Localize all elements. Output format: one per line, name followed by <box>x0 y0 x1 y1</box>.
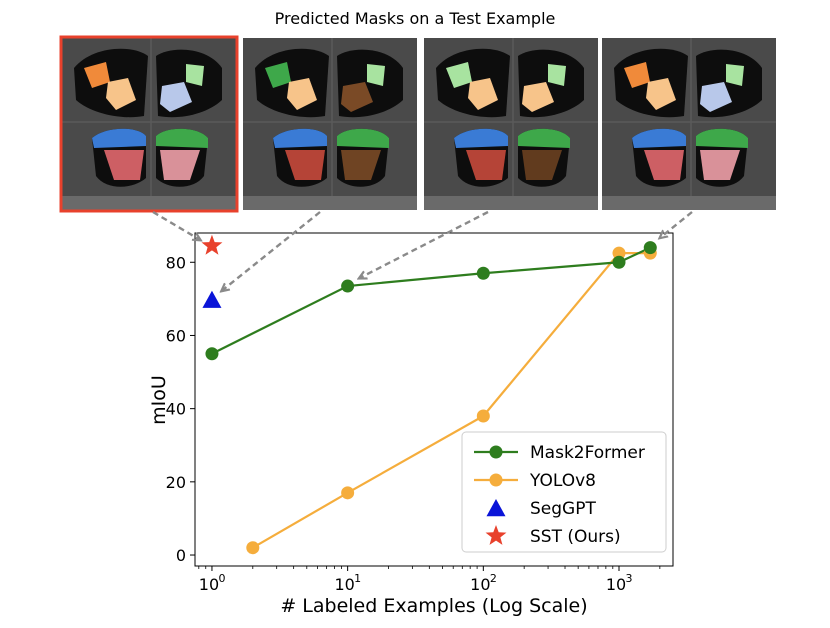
forewing-right-patch <box>186 64 204 86</box>
x-tick-exponent: 2 <box>490 572 497 585</box>
annotation-arrow <box>360 210 489 278</box>
point-yolov8 <box>612 246 626 260</box>
forewing-left-patch <box>106 78 136 110</box>
forewing-right-patch <box>700 82 732 112</box>
hindwing-left-rays <box>104 150 144 180</box>
forewing-left-patch <box>446 62 472 88</box>
panel-wing-set <box>62 38 236 210</box>
point-seggpt <box>202 290 222 308</box>
hindwing-left-rays <box>466 150 506 180</box>
hindwing-right-rays <box>522 150 562 180</box>
x-tick-label: 10 <box>199 575 219 594</box>
legend-marker-seggpt <box>486 499 506 517</box>
forewing-right-patch <box>160 82 192 112</box>
mask-panel-4 <box>602 38 776 210</box>
y-tick-label: 20 <box>166 473 186 492</box>
mask-panels <box>59 35 776 213</box>
hindwing-right-band <box>337 128 389 148</box>
panel-wing-set <box>602 38 776 210</box>
y-axis-label: mIoU <box>148 375 170 425</box>
legend: Mask2Former YOLOv8 SegGPT SST (Ours) <box>461 431 667 553</box>
legend-label-sst-ours: SST (Ours) <box>530 527 621 547</box>
figure-title: Predicted Masks on a Test Example <box>274 9 556 28</box>
mask-panel-2 <box>243 38 417 210</box>
legend-label-mask2former: Mask2Former <box>530 443 645 463</box>
legend-marker-yolov8 <box>489 473 503 487</box>
point-mask2former <box>205 347 219 361</box>
forewing-left-patch <box>265 62 291 88</box>
forewing-right-patch <box>367 64 385 86</box>
legend-label-seggpt: SegGPT <box>530 499 596 519</box>
annotation-arrow <box>660 211 693 238</box>
point-mask2former <box>341 279 355 293</box>
point-yolov8 <box>246 541 260 555</box>
forewing-right-patch <box>522 82 554 112</box>
x-tick-exponent: 3 <box>626 572 633 585</box>
point-mask2former <box>476 266 490 280</box>
hindwing-right-band <box>156 128 208 148</box>
panel-ruler <box>62 196 236 210</box>
annotation-arrow <box>152 210 200 240</box>
y-tick-label: 80 <box>166 253 186 272</box>
hindwing-left-rays <box>644 150 684 180</box>
x-tick-label: 10 <box>470 575 490 594</box>
forewing-right-patch <box>726 64 744 86</box>
panel-ruler <box>424 196 598 210</box>
panel-wing-set <box>424 38 598 210</box>
point-yolov8 <box>476 409 490 423</box>
forewing-left-patch <box>646 78 676 110</box>
forewing-right-patch <box>548 64 566 86</box>
forewing-left-patch <box>287 78 317 110</box>
x-axis-label: # Labeled Examples (Log Scale) <box>280 595 587 617</box>
annotation-arrow <box>222 211 321 291</box>
hindwing-left-rays <box>285 150 325 180</box>
forewing-left-patch <box>624 62 650 88</box>
legend-marker-mask2former <box>489 445 503 459</box>
forewing-left-patch <box>84 62 110 88</box>
hindwing-right-rays <box>160 150 200 180</box>
panel-ruler <box>602 196 776 210</box>
point-mask2former <box>612 255 626 269</box>
x-tick-label: 10 <box>606 575 626 594</box>
point-yolov8 <box>341 486 355 500</box>
y-tick-label: 0 <box>176 546 186 565</box>
x-tick-exponent: 0 <box>218 572 225 585</box>
x-tick-label: 10 <box>334 575 354 594</box>
hindwing-left-band <box>273 128 327 148</box>
hindwing-left-band <box>632 128 686 148</box>
hindwing-right-rays <box>700 150 740 180</box>
mask-panel-3 <box>424 38 598 210</box>
highlight-frame <box>59 35 239 213</box>
legend-box <box>461 431 667 553</box>
panel-ruler <box>243 196 417 210</box>
hindwing-right-band <box>696 128 748 148</box>
legend-marker-sst-ours <box>485 525 507 545</box>
hindwing-left-band <box>92 128 146 148</box>
annotation-arrows <box>152 210 693 291</box>
hindwing-left-band <box>454 128 508 148</box>
markers-layer <box>201 234 657 555</box>
forewing-left-patch <box>468 78 498 110</box>
y-tick-label: 40 <box>166 400 186 419</box>
hindwing-right-band <box>518 128 570 148</box>
panel-wing-set <box>243 38 417 210</box>
x-tick-exponent: 1 <box>354 572 361 585</box>
legend-label-yolov8: YOLOv8 <box>529 471 596 491</box>
point-mask2former <box>643 241 657 255</box>
forewing-right-patch <box>341 82 373 112</box>
point-sst-ours <box>201 234 223 255</box>
hindwing-right-rays <box>341 150 381 180</box>
y-tick-label: 60 <box>166 326 186 345</box>
mask-panel-1 <box>59 35 239 213</box>
